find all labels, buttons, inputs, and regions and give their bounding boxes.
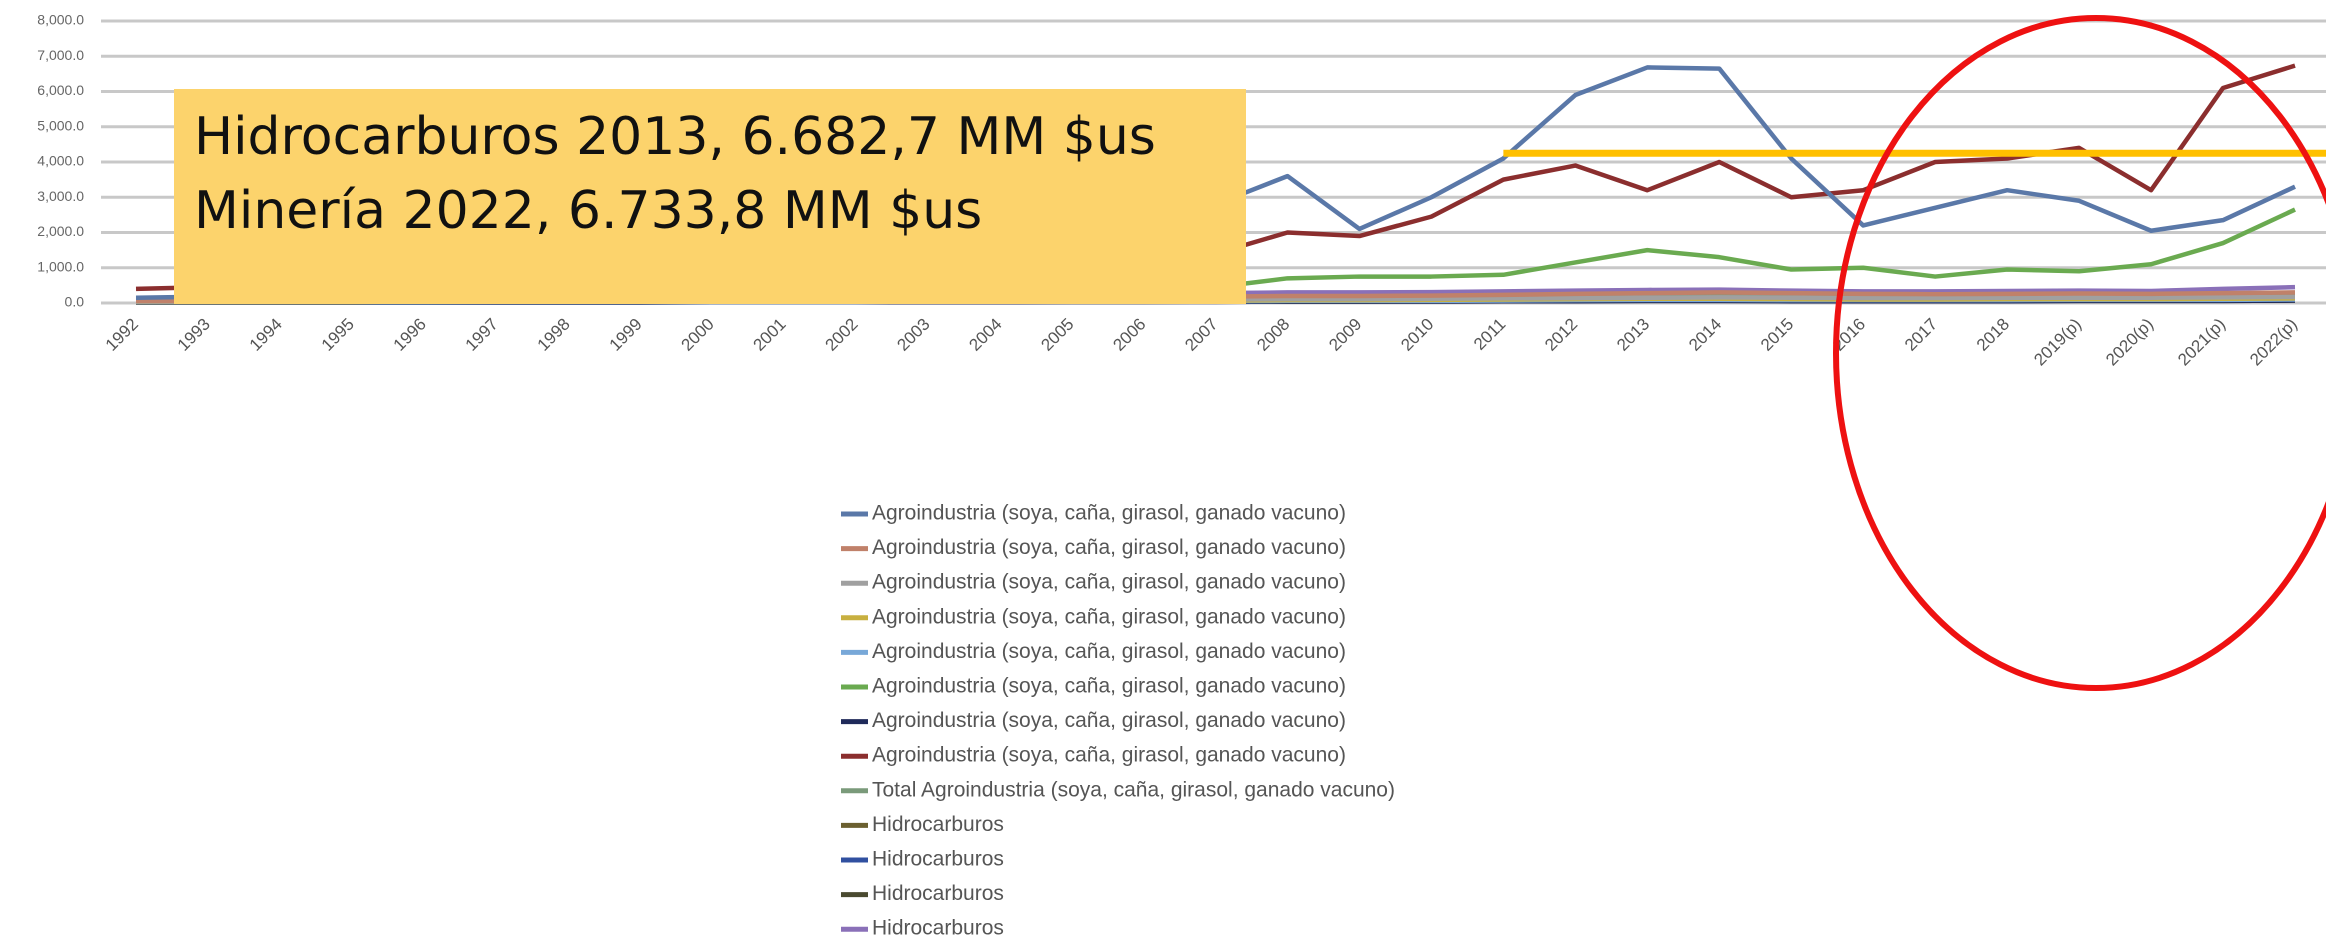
x-tick-label: 2022(p) xyxy=(2246,315,2301,370)
annotation-text: Minería 2022, 6.733,8 MM $us xyxy=(194,181,982,241)
legend-label: Agroindustria (soya, caña, girasol, gana… xyxy=(872,709,1346,732)
x-tick-label: 1994 xyxy=(246,315,286,355)
x-tick-label: 2011 xyxy=(1470,315,1509,354)
x-tick-label: 1995 xyxy=(318,315,358,355)
x-tick-label: 2009 xyxy=(1325,315,1365,355)
x-tick-label: 2012 xyxy=(1541,315,1581,355)
annotation-box xyxy=(174,89,1246,304)
y-tick-label: 3,000.0 xyxy=(37,188,84,204)
x-tick-label: 2003 xyxy=(893,315,933,355)
x-tick-label: 2020(p) xyxy=(2102,315,2157,370)
legend-label: Hidrocarburos xyxy=(872,813,1004,836)
x-tick-label: 2006 xyxy=(1109,315,1149,355)
x-tick-label: 2005 xyxy=(1037,315,1077,355)
y-tick-label: 7,000.0 xyxy=(37,47,84,63)
x-tick-label: 2014 xyxy=(1685,315,1725,355)
legend-label: Agroindustria (soya, caña, girasol, gana… xyxy=(872,640,1346,663)
legend-label: Hidrocarburos xyxy=(872,882,1004,905)
x-tick-label: 2000 xyxy=(678,315,718,355)
y-tick-label: 1,000.0 xyxy=(37,258,84,274)
y-tick-label: 4,000.0 xyxy=(37,153,84,169)
legend-label: Agroindustria (soya, caña, girasol, gana… xyxy=(872,744,1346,767)
legend-label: Agroindustria (soya, caña, girasol, gana… xyxy=(872,675,1346,698)
legend-label: Agroindustria (soya, caña, girasol, gana… xyxy=(872,605,1346,628)
x-tick-label: 1999 xyxy=(606,315,646,355)
x-tick-label: 2018 xyxy=(1973,315,2013,355)
x-tick-label: 2002 xyxy=(821,315,861,355)
x-tick-label: 1998 xyxy=(534,315,574,355)
highlight-ellipse xyxy=(1833,15,2326,691)
legend-label: Agroindustria (soya, caña, girasol, gana… xyxy=(872,571,1346,594)
x-tick-label: 2017 xyxy=(1901,315,1941,355)
x-tick-label: 2004 xyxy=(965,315,1005,355)
x-tick-label: 2008 xyxy=(1253,315,1293,355)
x-tick-label: 1993 xyxy=(174,315,214,355)
x-tick-label: 2015 xyxy=(1757,315,1797,355)
x-tick-label: 1997 xyxy=(462,315,502,355)
legend-label: Agroindustria (soya, caña, girasol, gana… xyxy=(872,502,1346,525)
y-tick-label: 0.0 xyxy=(65,294,85,310)
x-tick-label: 1996 xyxy=(390,315,430,355)
y-tick-label: 8,000.0 xyxy=(37,12,84,28)
annotation-text: Hidrocarburos 2013, 6.682,7 MM $us xyxy=(194,107,1156,167)
x-tick-label: 1992 xyxy=(102,315,142,355)
x-tick-label: 2010 xyxy=(1397,315,1437,355)
legend-label: Total Agroindustria (soya, caña, girasol… xyxy=(872,778,1395,801)
legend-label: Agroindustria (soya, caña, girasol, gana… xyxy=(872,536,1346,559)
x-tick-label: 2007 xyxy=(1181,315,1221,355)
x-tick-label: 2021(p) xyxy=(2174,315,2229,370)
legend-label: Hidrocarburos xyxy=(872,917,1004,937)
x-tick-label: 2001 xyxy=(750,315,790,355)
y-tick-label: 2,000.0 xyxy=(37,223,84,239)
legend-label: Hidrocarburos xyxy=(872,848,1004,871)
y-tick-label: 6,000.0 xyxy=(37,82,84,98)
x-tick-label: 2019(p) xyxy=(2030,315,2085,370)
x-tick-label: 2013 xyxy=(1613,315,1653,355)
y-tick-label: 5,000.0 xyxy=(37,117,84,133)
